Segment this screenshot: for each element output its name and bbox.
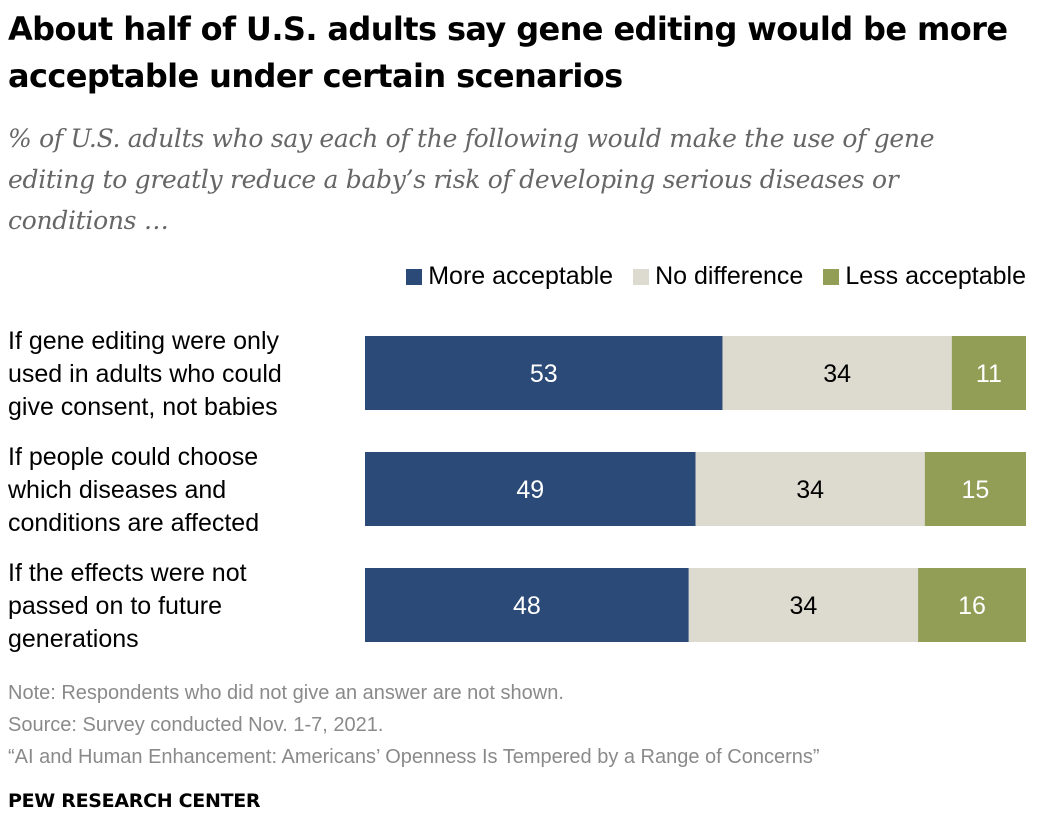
data-label-more: 48 xyxy=(513,592,541,620)
legend-item-less: Less acceptable xyxy=(823,262,1026,291)
bar-segment-more xyxy=(365,336,723,410)
chart-subtitle: % of U.S. adults who say each of the fol… xyxy=(8,124,935,235)
category-label: If people could choose which diseases and… xyxy=(7,443,259,537)
pew-logo-text: PEW RESEARCH CENTER xyxy=(8,790,261,812)
bar-segment-less xyxy=(951,336,1026,410)
data-label-more: 53 xyxy=(530,360,558,388)
bar-segment-more xyxy=(365,568,689,642)
category-label: If the effects were not passed on to futu… xyxy=(8,559,247,653)
legend-label-more: More acceptable xyxy=(428,262,614,290)
chart-title: About half of U.S. adults say gene editi… xyxy=(8,10,1008,95)
bar-segment-same xyxy=(695,452,925,526)
bar-segment-same xyxy=(688,568,919,642)
bar-segment-same xyxy=(722,336,952,410)
bar-segment-less xyxy=(924,452,1026,526)
legend-label-less: Less acceptable xyxy=(845,262,1026,290)
legend-swatch-same xyxy=(633,268,650,285)
report-title: “AI and Human Enhancement: Americans’ Op… xyxy=(8,746,820,768)
category-label: If gene editing were only used in adults … xyxy=(8,327,282,421)
chart-notes: Note: Respondents who did not give an an… xyxy=(8,677,820,773)
data-label-same: 34 xyxy=(823,360,851,388)
data-label-same: 34 xyxy=(796,476,824,504)
data-label-less: 15 xyxy=(962,476,990,504)
data-label-same: 34 xyxy=(790,592,818,620)
stacked-bar-chart: If gene editing were only used in adults … xyxy=(7,327,1026,653)
data-label-more: 49 xyxy=(516,476,544,504)
legend-label-same: No difference xyxy=(655,262,804,290)
source-text: Source: Survey conducted Nov. 1-7, 2021. xyxy=(8,714,384,736)
bar-segment-more xyxy=(365,452,696,526)
legend-item-more: More acceptable xyxy=(406,262,613,291)
legend-swatch-less xyxy=(823,268,840,285)
chart-legend: More acceptable No difference Less accep… xyxy=(386,262,1026,291)
legend-item-same: No difference xyxy=(633,262,803,291)
note-text: Note: Respondents who did not give an an… xyxy=(8,682,564,704)
bar-segment-less xyxy=(918,568,1026,642)
legend-swatch-more xyxy=(406,268,423,285)
data-label-less: 11 xyxy=(976,360,1002,388)
data-label-less: 16 xyxy=(958,592,986,620)
